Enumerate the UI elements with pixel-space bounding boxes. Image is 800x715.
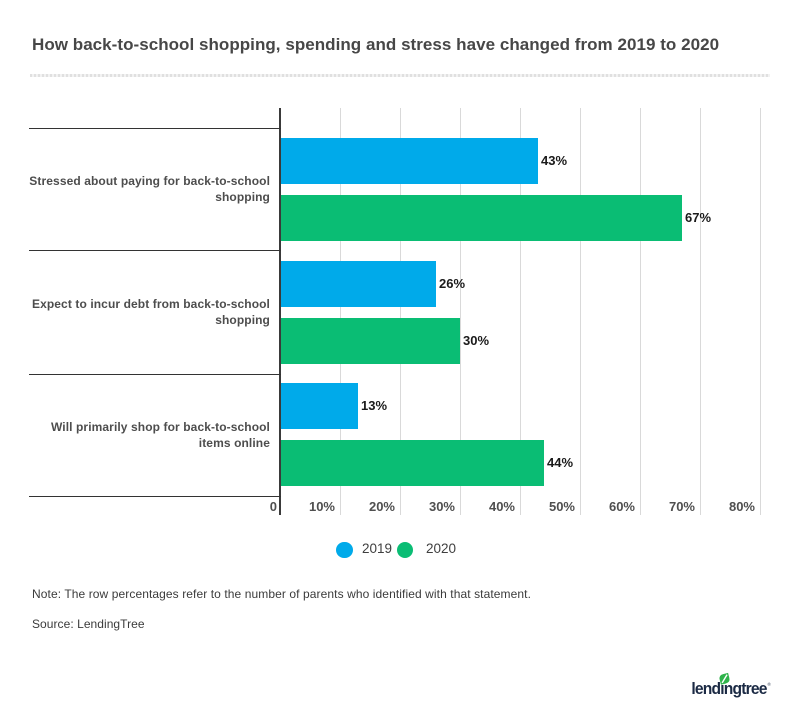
svg-text:lendingtree: lendingtree (691, 679, 767, 698)
svg-text:®: ® (768, 681, 772, 687)
